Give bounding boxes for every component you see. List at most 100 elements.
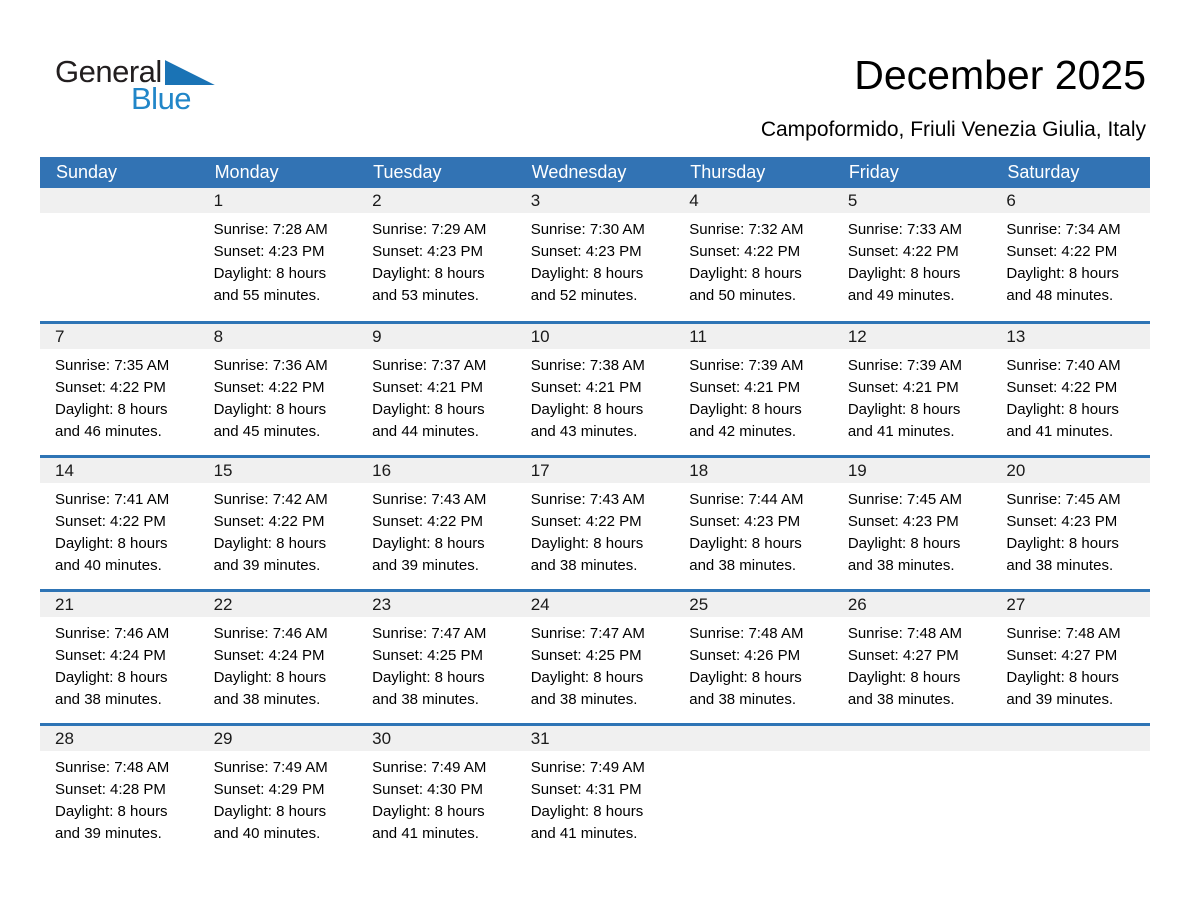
daylight-text: Daylight: 8 hours and 42 minutes. xyxy=(689,400,802,440)
daylight-text: Daylight: 8 hours and 40 minutes. xyxy=(213,802,327,842)
day-cell: 29 Sunrise: 7:49 AM Sunset: 4:29 PM Dayligh… xyxy=(198,724,358,858)
week-row: 1 Sunrise: 7:28 AM Sunset: 4:23 PM Daylight… xyxy=(40,188,1150,322)
sunset-text: Sunset: 4:22 PM xyxy=(689,243,801,260)
day-cell: 8 Sunrise: 7:36 AM Sunset: 4:22 PM Daylight… xyxy=(198,322,358,456)
day-cell: 12 Sunrise: 7:39 AM Sunset: 4:21 PM Dayligh… xyxy=(832,322,992,456)
sunset-text: Sunset: 4:23 PM xyxy=(530,243,642,260)
weekday-header-row: Sunday Monday Tuesday Wednesday Thursday… xyxy=(40,157,1150,188)
day-number: 24 xyxy=(515,591,675,617)
daylight-text: Daylight: 8 hours and 39 minutes. xyxy=(55,802,168,842)
sunrise-text: Sunrise: 7:46 AM xyxy=(55,624,170,642)
day-number: 5 xyxy=(832,188,992,213)
day-cell: 6 Sunrise: 7:34 AM Sunset: 4:22 PM Daylight… xyxy=(991,188,1150,322)
weekday-header-monday: Monday xyxy=(198,157,358,188)
daylight-text: Daylight: 8 hours and 53 minutes. xyxy=(372,265,485,304)
sunset-text: Sunset: 4:22 PM xyxy=(530,512,642,530)
day-cell-details: Sunrise: 7:48 AM Sunset: 4:28 PM Daylight:… xyxy=(40,751,199,845)
day-number: 15 xyxy=(198,457,358,483)
day-cell-details: Sunrise: 7:33 AM Sunset: 4:22 PM Daylight:… xyxy=(833,213,992,307)
day-number: 27 xyxy=(991,591,1150,617)
day-cell-details: Sunrise: 7:32 AM Sunset: 4:22 PM Daylight:… xyxy=(674,213,833,307)
page-title: December 2025 xyxy=(854,52,1146,98)
week-row: 14 Sunrise: 7:41 AM Sunset: 4:22 PM Dayligh… xyxy=(40,456,1150,590)
sunset-text: Sunset: 4:21 PM xyxy=(689,378,801,396)
sunset-text: Sunset: 4:23 PM xyxy=(847,512,959,530)
day-number: 30 xyxy=(357,725,516,751)
sunrise-text: Sunrise: 7:47 AM xyxy=(372,624,487,642)
sunrise-text: Sunrise: 7:28 AM xyxy=(213,221,328,238)
day-cell: 28 Sunrise: 7:48 AM Sunset: 4:28 PM Dayligh… xyxy=(40,724,199,858)
daylight-text: Daylight: 8 hours and 38 minutes. xyxy=(689,668,802,708)
sunset-text: Sunset: 4:23 PM xyxy=(213,243,325,260)
day-cell: 1 Sunrise: 7:28 AM Sunset: 4:23 PM Daylight… xyxy=(198,188,358,322)
day-cell: 15 Sunrise: 7:42 AM Sunset: 4:22 PM Dayligh… xyxy=(198,456,358,590)
day-number: 17 xyxy=(515,457,675,483)
weekday-header-saturday: Saturday xyxy=(991,157,1150,188)
daylight-text: Daylight: 8 hours and 43 minutes. xyxy=(530,400,644,440)
sunset-text: Sunset: 4:23 PM xyxy=(1006,512,1118,530)
day-number: 25 xyxy=(674,591,833,617)
sunrise-text: Sunrise: 7:37 AM xyxy=(372,356,487,374)
day-cell: 19 Sunrise: 7:45 AM Sunset: 4:23 PM Dayligh… xyxy=(832,456,992,590)
day-cell: 4 Sunrise: 7:32 AM Sunset: 4:22 PM Daylight… xyxy=(674,188,833,322)
sunset-text: Sunset: 4:31 PM xyxy=(530,780,642,798)
day-number: 31 xyxy=(515,725,675,751)
location-subtitle: Campoformido, Friuli Venezia Giulia, Ita… xyxy=(760,118,1146,141)
sunset-text: Sunset: 4:27 PM xyxy=(1006,646,1118,664)
day-cell: 26 Sunrise: 7:48 AM Sunset: 4:27 PM Dayligh… xyxy=(832,590,992,724)
day-cell-details: Sunrise: 7:47 AM Sunset: 4:25 PM Daylight:… xyxy=(516,617,675,711)
daylight-text: Daylight: 8 hours and 41 minutes. xyxy=(1006,400,1119,440)
sunrise-text: Sunrise: 7:49 AM xyxy=(530,758,645,776)
daylight-text: Daylight: 8 hours and 38 minutes. xyxy=(530,534,644,574)
day-cell: 5 Sunrise: 7:33 AM Sunset: 4:22 PM Daylight… xyxy=(832,188,992,322)
weekday-header-thursday: Thursday xyxy=(674,157,833,188)
day-cell: 18 Sunrise: 7:44 AM Sunset: 4:23 PM Dayligh… xyxy=(674,456,833,590)
sunrise-text: Sunrise: 7:36 AM xyxy=(213,356,328,374)
day-number: 8 xyxy=(198,323,358,349)
sunset-text: Sunset: 4:25 PM xyxy=(530,646,642,664)
day-cell: 13 Sunrise: 7:40 AM Sunset: 4:22 PM Dayligh… xyxy=(991,322,1150,456)
day-number: 2 xyxy=(357,188,516,213)
day-cell: 7 Sunrise: 7:35 AM Sunset: 4:22 PM Daylight… xyxy=(40,322,199,456)
day-number: 20 xyxy=(991,457,1150,483)
sunrise-text: Sunrise: 7:43 AM xyxy=(530,490,645,508)
day-number xyxy=(674,725,833,751)
day-cell-details: Sunrise: 7:34 AM Sunset: 4:22 PM Daylight:… xyxy=(991,213,1150,307)
day-number: 26 xyxy=(832,591,992,617)
empty-day-cell xyxy=(674,724,833,858)
daylight-text: Daylight: 8 hours and 40 minutes. xyxy=(55,534,168,574)
sunrise-text: Sunrise: 7:32 AM xyxy=(689,221,804,238)
day-cell: 17 Sunrise: 7:43 AM Sunset: 4:22 PM Dayligh… xyxy=(515,456,675,590)
day-number: 21 xyxy=(40,591,199,617)
daylight-text: Daylight: 8 hours and 45 minutes. xyxy=(213,400,327,440)
sunrise-text: Sunrise: 7:44 AM xyxy=(689,490,804,508)
day-number xyxy=(991,725,1150,751)
sunset-text: Sunset: 4:22 PM xyxy=(213,378,325,396)
day-number: 19 xyxy=(832,457,992,483)
logo-text-blue: Blue xyxy=(131,81,192,116)
day-cell-details: Sunrise: 7:43 AM Sunset: 4:22 PM Daylight:… xyxy=(357,483,516,577)
sunset-text: Sunset: 4:21 PM xyxy=(847,378,959,396)
day-number: 28 xyxy=(40,725,199,751)
week-row: 7 Sunrise: 7:35 AM Sunset: 4:22 PM Daylight… xyxy=(40,322,1150,456)
day-cell: 2 Sunrise: 7:29 AM Sunset: 4:23 PM Daylight… xyxy=(357,188,516,322)
week-row: 28 Sunrise: 7:48 AM Sunset: 4:28 PM Dayligh… xyxy=(40,724,1150,858)
day-cell-details: Sunrise: 7:41 AM Sunset: 4:22 PM Daylight:… xyxy=(40,483,199,577)
day-number: 4 xyxy=(674,188,833,213)
day-cell: 22 Sunrise: 7:46 AM Sunset: 4:24 PM Dayligh… xyxy=(198,590,358,724)
sunrise-text: Sunrise: 7:49 AM xyxy=(372,758,487,776)
sunset-text: Sunset: 4:23 PM xyxy=(372,243,484,260)
daylight-text: Daylight: 8 hours and 50 minutes. xyxy=(689,265,802,304)
sunset-text: Sunset: 4:22 PM xyxy=(1006,378,1118,396)
logo-text-general: General xyxy=(55,54,162,89)
day-cell-details: Sunrise: 7:49 AM Sunset: 4:29 PM Daylight:… xyxy=(199,751,358,845)
day-cell-details: Sunrise: 7:46 AM Sunset: 4:24 PM Daylight:… xyxy=(199,617,358,711)
day-number: 10 xyxy=(515,323,675,349)
day-number: 18 xyxy=(674,457,833,483)
day-number: 23 xyxy=(357,591,516,617)
week-row: 21 Sunrise: 7:46 AM Sunset: 4:24 PM Dayligh… xyxy=(40,590,1150,724)
daylight-text: Daylight: 8 hours and 39 minutes. xyxy=(1006,668,1119,708)
sunset-text: Sunset: 4:22 PM xyxy=(55,378,166,396)
sunrise-text: Sunrise: 7:47 AM xyxy=(530,624,645,642)
sunset-text: Sunset: 4:21 PM xyxy=(530,378,642,396)
